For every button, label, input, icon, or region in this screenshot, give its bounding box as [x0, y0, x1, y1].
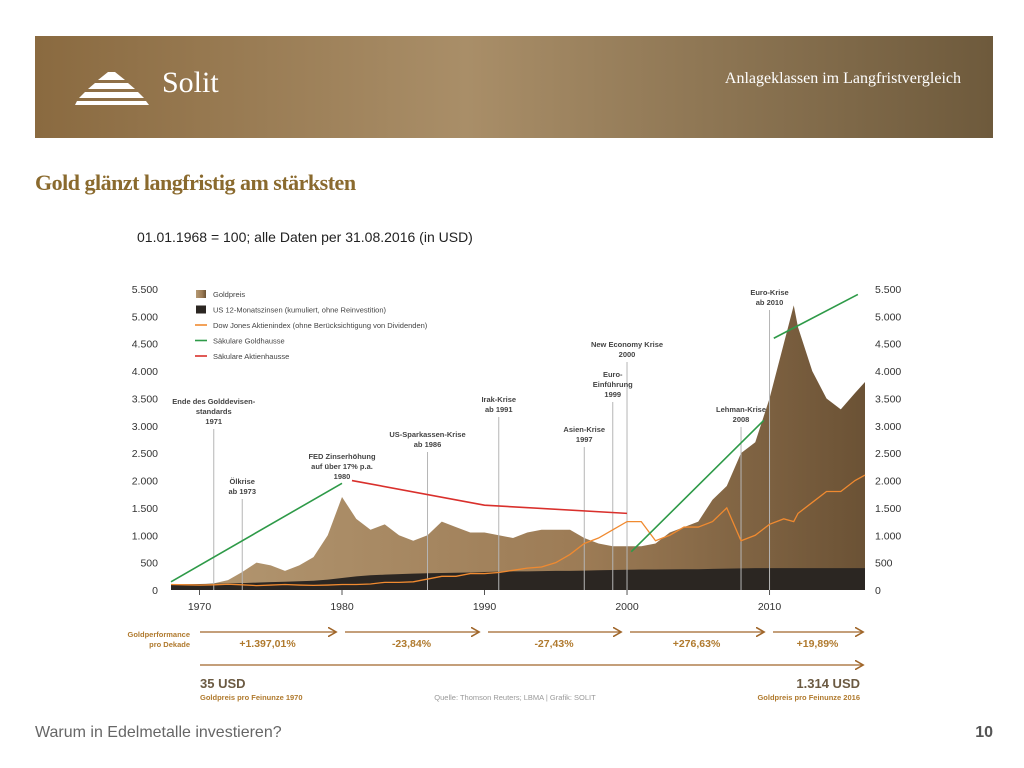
y2-tick-label: 2.000: [875, 476, 901, 488]
annotation-text: US-Sparkassen-Krise: [389, 430, 465, 439]
annotation-text: Euro-Krise: [750, 288, 788, 297]
decade-performance: +19,89%: [797, 638, 839, 650]
y2-tick-label: 2.500: [875, 448, 901, 460]
y2-tick-label: 4.000: [875, 366, 901, 378]
annotation-text: Ende des Golddevisen-: [172, 397, 255, 406]
y-tick-label: 500: [140, 558, 158, 570]
slide-heading: Gold glänzt langfristig am stärksten: [35, 170, 356, 195]
y2-tick-label: 4.500: [875, 339, 901, 351]
y-tick-label: 5.000: [132, 311, 158, 323]
legend-label: Dow Jones Aktienindex (ohne Berücksichti…: [213, 321, 428, 330]
legend-swatch: [196, 290, 206, 298]
annotation-text: standards: [196, 407, 232, 416]
annotation-text: ab 2010: [756, 298, 784, 307]
performance-label: Goldperformance: [127, 630, 190, 639]
annotation-text: Irak-Krise: [481, 395, 516, 404]
annotation-text: Ölkrise: [230, 477, 255, 486]
annotation-text: Euro-: [603, 370, 623, 379]
decade-performance: -27,43%: [534, 638, 574, 650]
legend-label: US 12-Monatszinsen (kumuliert, ohne Rein…: [213, 306, 386, 315]
area-0: [171, 305, 865, 590]
y-tick-label: 1.000: [132, 530, 158, 542]
legend-swatch: [196, 305, 206, 314]
annotation-text: 2008: [733, 415, 750, 424]
annotation-text: Asien-Krise: [563, 425, 605, 434]
legend-label: Säkulare Goldhausse: [213, 337, 285, 346]
legend-label: Säkulare Aktienhausse: [213, 352, 289, 361]
y2-tick-label: 5.000: [875, 311, 901, 323]
line: [170, 474, 866, 587]
annotation-text: 1999: [604, 390, 621, 399]
decade-performance: -23,84%: [392, 638, 432, 650]
end-caption: Goldpreis pro Feinunze 2016: [757, 693, 860, 702]
decade-performance: +1.397,01%: [239, 638, 296, 650]
trend-line: [351, 479, 628, 515]
annotation-text: ab 1986: [414, 440, 442, 449]
page-number: 10: [975, 724, 993, 741]
source: Quelle: Thomson Reuters; LBMA | Grafik: …: [434, 693, 596, 702]
y-tick-label: 0: [152, 585, 158, 597]
annotation-text: FED Zinserhöhung: [308, 452, 375, 461]
performance-label: pro Dekade: [149, 640, 190, 649]
logo-icon: [75, 72, 149, 105]
y-tick-label: 2.000: [132, 476, 158, 488]
y-tick-label: 3.000: [132, 421, 158, 433]
y2-tick-label: 1.000: [875, 530, 901, 542]
y-tick-label: 2.500: [132, 448, 158, 460]
y2-tick-label: 1.500: [875, 503, 901, 515]
y-tick-label: 3.500: [132, 393, 158, 405]
y2-tick-label: 500: [875, 558, 893, 570]
y-tick-label: 5.500: [132, 284, 158, 296]
annotation-text: 2000: [619, 350, 636, 359]
decade-performance: +276,63%: [673, 638, 721, 650]
x-tick-label: 1980: [330, 601, 354, 613]
footer-text: Warum in Edelmetalle investieren?: [35, 724, 282, 741]
x-tick-label: 1990: [473, 601, 497, 613]
annotation-text: auf über 17% p.a.: [311, 462, 373, 471]
x-tick-label: 2000: [615, 601, 639, 613]
annotation-text: New Economy Krise: [591, 340, 663, 349]
x-tick-label: 2010: [758, 601, 782, 613]
x-tick-label: 1970: [188, 601, 212, 613]
y-tick-label: 4.500: [132, 339, 158, 351]
logo-text: Solit: [162, 66, 219, 99]
annotation-text: ab 1973: [228, 487, 256, 496]
y2-tick-label: 5.500: [875, 284, 901, 296]
start-caption: Goldpreis pro Feinunze 1970: [200, 693, 303, 702]
y-tick-label: 1.500: [132, 503, 158, 515]
plot: [170, 293, 866, 590]
annotation-text: Lehman-Krise: [716, 405, 766, 414]
end-price: 1.314 USD: [796, 676, 860, 691]
annotation-text: 1997: [576, 435, 593, 444]
annotation-text: 1980: [334, 472, 351, 481]
y2-tick-label: 3.000: [875, 421, 901, 433]
trend-line: [170, 293, 859, 583]
section-title: Anlageklassen im Langfristvergleich: [724, 70, 961, 87]
annotation-text: ab 1991: [485, 405, 513, 414]
legend-label: Goldpreis: [213, 290, 245, 299]
annotation-text: Einführung: [593, 380, 633, 389]
y2-tick-label: 3.500: [875, 393, 901, 405]
y2-tick-label: 0: [875, 585, 881, 597]
annotation-text: 1971: [205, 417, 222, 426]
header-bar: Solit Anlageklassen im Langfristvergleic…: [35, 36, 993, 138]
chart-subtitle: 01.01.1968 = 100; alle Daten per 31.08.2…: [137, 229, 473, 245]
y-tick-label: 4.000: [132, 366, 158, 378]
start-price: 35 USD: [200, 676, 246, 691]
